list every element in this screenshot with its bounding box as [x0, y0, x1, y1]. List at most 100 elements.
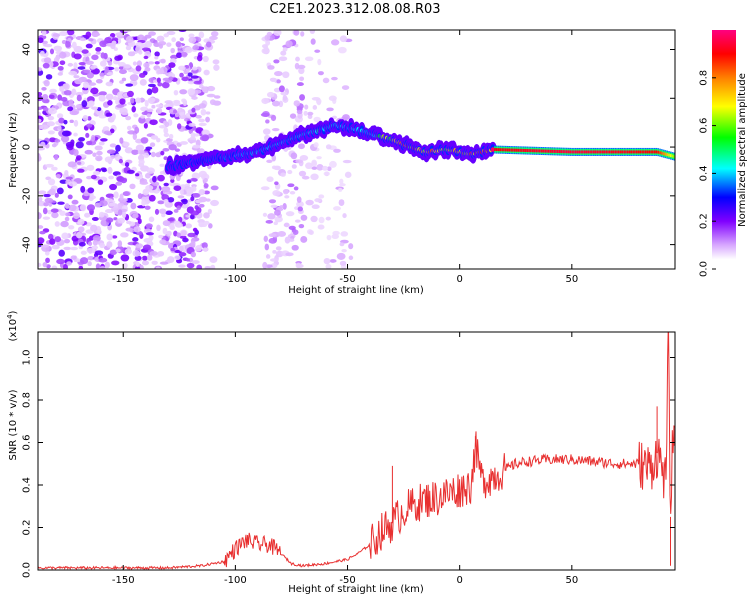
- track-core: [672, 155, 674, 158]
- noise-blob: [114, 67, 119, 71]
- noise-blob: [135, 173, 139, 176]
- noise-blob: [273, 59, 279, 63]
- noise-blob: [340, 35, 347, 42]
- noise-blob: [289, 226, 296, 230]
- noise-blob: [271, 205, 278, 208]
- noise-blob: [152, 176, 157, 183]
- noise-blob: [130, 74, 139, 81]
- noise-blob: [106, 241, 112, 248]
- track-core: [663, 152, 665, 155]
- noise-blob: [36, 67, 43, 71]
- noise-blob: [151, 152, 156, 157]
- noise-blob: [294, 100, 300, 106]
- noise-blob: [111, 260, 119, 265]
- noise-blob: [68, 195, 73, 200]
- noise-blob: [106, 112, 113, 116]
- noise-blob: [43, 194, 51, 197]
- noise-blob: [68, 161, 77, 167]
- noise-blob: [125, 116, 131, 120]
- noise-blob: [122, 78, 126, 82]
- noise-blob: [312, 204, 320, 209]
- noise-blob: [43, 202, 48, 206]
- noise-blob: [342, 85, 349, 90]
- noise-blob: [48, 178, 55, 185]
- noise-blob: [63, 120, 67, 125]
- noise-blob: [188, 123, 195, 127]
- noise-blob: [186, 188, 193, 194]
- noise-blob: [191, 132, 196, 138]
- noise-blob: [42, 94, 48, 100]
- noise-blob: [138, 150, 145, 155]
- noise-blob: [266, 176, 273, 182]
- noise-blob: [125, 162, 129, 167]
- noise-blob: [95, 250, 103, 255]
- track-core: [657, 151, 659, 154]
- noise-blob: [206, 42, 212, 48]
- noise-blob: [192, 145, 200, 149]
- noise-blob: [59, 86, 64, 92]
- track-core: [604, 150, 606, 153]
- noise-blob: [145, 223, 152, 228]
- noise-blob: [160, 59, 165, 64]
- noise-blob: [170, 248, 175, 252]
- noise-blob: [287, 170, 292, 174]
- noise-blob: [174, 185, 182, 191]
- noise-blob: [106, 94, 114, 101]
- noise-blob: [125, 248, 132, 254]
- noise-blob: [157, 200, 164, 204]
- noise-blob: [188, 72, 193, 76]
- colorbar-tick-label: 0.0: [699, 261, 710, 277]
- noise-blob: [123, 142, 130, 147]
- noise-blob: [313, 105, 317, 110]
- track-core: [598, 150, 600, 153]
- noise-blob: [163, 183, 169, 187]
- noise-blob: [48, 130, 55, 134]
- noise-blob: [192, 66, 198, 70]
- noise-blob: [58, 250, 65, 257]
- noise-blob: [135, 261, 139, 267]
- noise-blob: [299, 94, 305, 101]
- noise-blob: [149, 251, 157, 256]
- noise-blob: [54, 155, 58, 161]
- noise-blob: [77, 219, 84, 225]
- noise-blob: [101, 168, 107, 172]
- noise-blob: [179, 112, 184, 116]
- noise-blob: [57, 125, 61, 131]
- noise-blob: [274, 210, 281, 216]
- noise-blob: [149, 235, 154, 241]
- noise-blob: [333, 149, 341, 153]
- noise-blob: [210, 99, 216, 105]
- noise-blob: [133, 61, 137, 65]
- noise-blob: [92, 152, 96, 157]
- track-core: [526, 149, 528, 152]
- noise-blob: [77, 95, 82, 102]
- noise-blob: [51, 208, 59, 212]
- noise-blob: [66, 261, 72, 265]
- noise-blob: [317, 59, 321, 65]
- noise-blob: [205, 117, 210, 123]
- noise-blob: [36, 119, 42, 123]
- noise-blob: [179, 73, 184, 78]
- noise-blob: [141, 137, 149, 143]
- noise-blob: [106, 82, 113, 87]
- noise-blob: [149, 119, 157, 125]
- noise-blob: [49, 238, 55, 245]
- track-core: [566, 150, 568, 153]
- noise-blob: [300, 236, 307, 243]
- noise-blob: [88, 38, 93, 41]
- noise-blob: [152, 86, 159, 93]
- noise-blob: [59, 31, 68, 36]
- noise-blob: [340, 261, 347, 266]
- noise-blob: [91, 135, 95, 142]
- noise-blob: [79, 62, 86, 65]
- noise-blob: [343, 160, 352, 163]
- noise-blob: [109, 203, 116, 207]
- noise-blob: [141, 199, 146, 206]
- noise-blob: [87, 204, 95, 211]
- noise-blob: [318, 71, 324, 75]
- track-core: [573, 150, 575, 153]
- x-tick-label: 50: [565, 575, 578, 586]
- noise-blob: [64, 170, 68, 176]
- noise-blob: [300, 155, 308, 161]
- noise-blob: [138, 218, 142, 224]
